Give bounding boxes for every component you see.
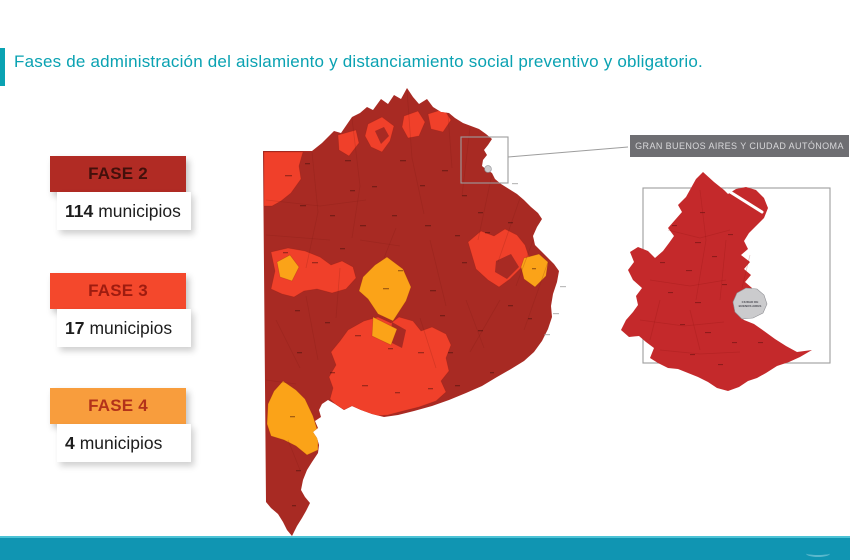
slide-title: Fases de administración del aislamiento … — [14, 52, 703, 71]
fase4-region — [276, 254, 300, 282]
fase4-region — [358, 256, 412, 322]
watermark-mark — [806, 550, 830, 557]
fase2-island — [375, 127, 389, 144]
bottom-bar — [0, 536, 850, 560]
inset-connector-line — [507, 146, 629, 158]
province-map — [263, 88, 629, 536]
fase3-region — [263, 151, 304, 207]
legend-card-fase2: FASE 2 114 municipios — [50, 156, 191, 230]
legend-fase2-header: FASE 2 — [50, 156, 186, 192]
province-base-fase2 — [263, 88, 559, 536]
inset-caba-region — [732, 287, 768, 320]
fase2-island — [495, 254, 519, 279]
coastal-city-labels — [512, 183, 566, 336]
fase4-region — [266, 380, 319, 456]
legend-fase3-header: FASE 3 — [50, 273, 186, 309]
caba-dot — [484, 165, 492, 173]
legend-fase4-count: 4 municipios — [57, 424, 191, 462]
fase3-region — [328, 316, 452, 417]
title-accent-bar — [0, 48, 5, 86]
inset-gba-region — [621, 172, 812, 391]
gba-highlight-rect — [460, 136, 509, 184]
municipal-borders — [265, 89, 549, 471]
fase2-count-unit: municipios — [98, 200, 181, 221]
legend-fase2-count: 114 municipios — [57, 192, 191, 230]
inset-map: CIUDAD DE BUENOS AIRES — [621, 172, 831, 391]
fase3-region — [401, 110, 426, 139]
fase4-regions — [266, 253, 549, 456]
fase4-count-number: 4 — [65, 432, 75, 453]
inset-caba-label-line1: CIUDAD DE — [742, 300, 759, 304]
inset-caba-label-line2: BUENOS AIRES — [739, 304, 762, 308]
fase3-count-unit: municipios — [89, 317, 173, 338]
fase4-region — [520, 253, 549, 288]
fase4-count-unit: municipios — [79, 432, 163, 453]
fase2-count-number: 114 — [65, 200, 94, 221]
legend-card-fase4: FASE 4 4 municipios — [50, 388, 191, 462]
legend-fase3-count: 17 municipios — [57, 309, 191, 347]
inset-river-slash — [725, 188, 764, 214]
inset-header: GRAN BUENOS AIRES Y CIUDAD AUTÓNOMA — [630, 135, 849, 157]
fase4-region — [371, 316, 398, 346]
legend-fase4-header: FASE 4 — [50, 388, 186, 424]
inset-municipal-borders — [639, 189, 751, 355]
fase3-region — [337, 129, 360, 157]
inset-label-marks — [660, 212, 763, 366]
fase3-count-number: 17 — [65, 317, 85, 338]
municipality-label-marks — [283, 160, 536, 507]
legend-card-fase3: FASE 3 17 municipios — [50, 273, 191, 347]
